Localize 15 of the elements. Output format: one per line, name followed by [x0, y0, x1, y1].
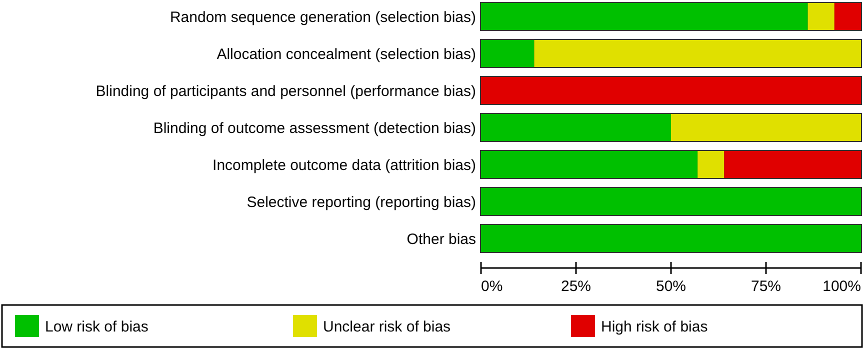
x-tick-label: 0%: [481, 278, 503, 295]
y-tick-label: Other bias: [406, 230, 476, 248]
y-tick-label: Selective reporting (reporting bias): [246, 194, 476, 211]
x-tick-label: 25%: [560, 278, 592, 295]
y-tick-label: Blinding of outcome assessment (detection bias): [153, 120, 476, 137]
y-tick-label: Random sequence generation (selection bias): [170, 8, 476, 26]
y-tick-label: Incomplete outcome data (attrition bias): [212, 156, 476, 174]
y-tick-label: Allocation concealment (selection bias): [216, 46, 476, 63]
legend-label: Low risk of bias: [45, 318, 148, 336]
x-tick-label: 75%: [750, 278, 782, 295]
y-tick-label: Blinding of participants and personnel (performance bias): [96, 82, 476, 100]
x-tick-label: 50%: [656, 278, 686, 295]
x-tick-label: 100%: [822, 278, 861, 295]
legend-label: High risk of bias: [601, 318, 708, 336]
legend-label: Unclear risk of bias: [323, 318, 451, 336]
